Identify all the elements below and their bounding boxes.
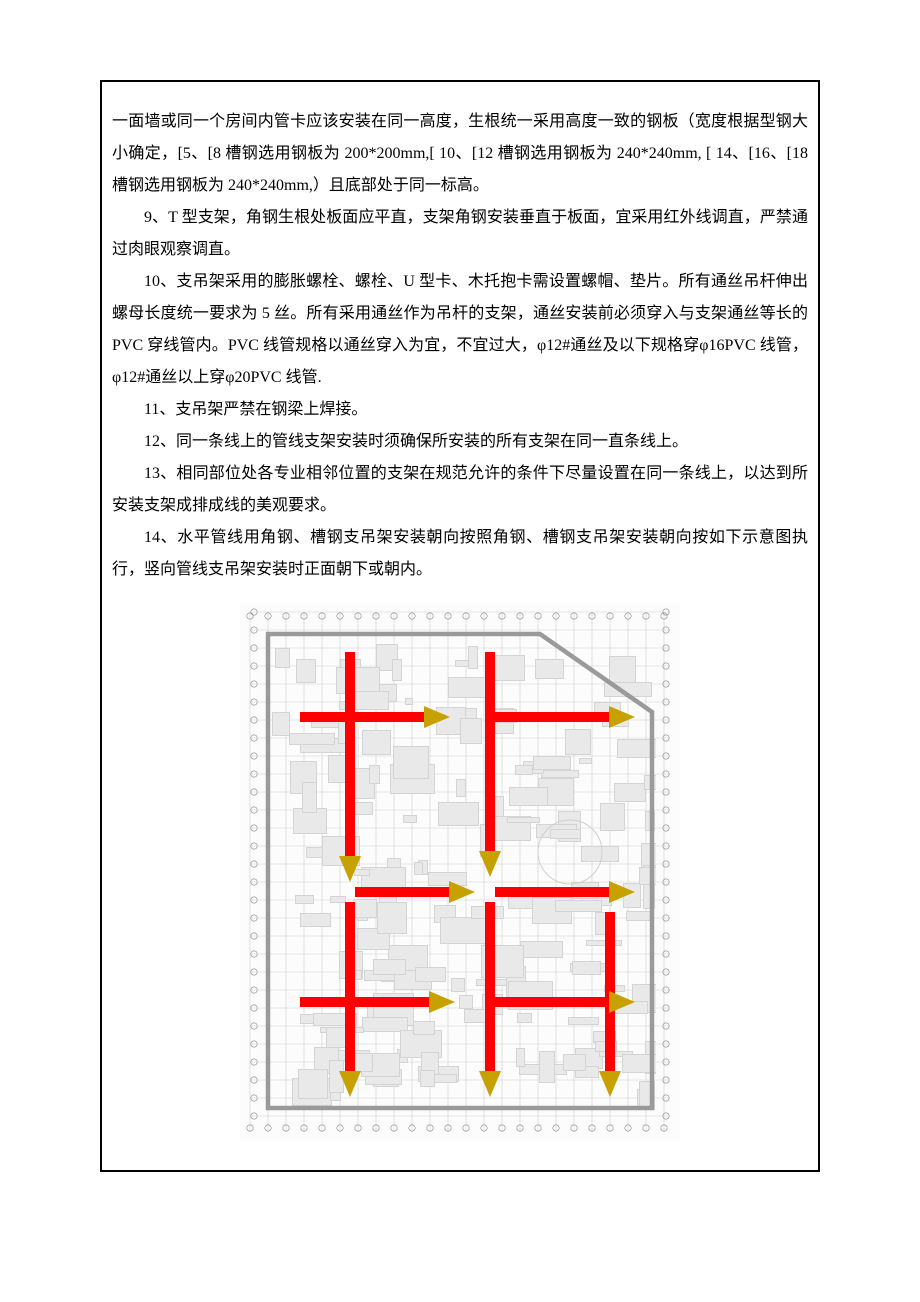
- paragraph-2: 9、T 型支架，角钢生根处板面应平直，支架角钢安装垂直于板面，宜采用红外线调直，…: [112, 202, 808, 266]
- paragraph-7: 14、水平管线用角钢、槽钢支吊架安装朝向按照角钢、槽钢支吊架安装朝向按如下示意图…: [112, 522, 808, 586]
- paragraph-1: 一面墙或同一个房间内管卡应该安装在同一高度，生根统一采用高度一致的钢板（宽度根据…: [112, 106, 808, 202]
- floor-plan-diagram: [240, 602, 680, 1142]
- arrow-layer: [240, 602, 680, 1142]
- paragraph-3: 10、支吊架采用的膨胀螺栓、螺栓、U 型卡、木托抱卡需设置螺帽、垫片。所有通丝吊…: [112, 266, 808, 394]
- paragraph-4: 11、支吊架严禁在钢梁上焊接。: [112, 394, 808, 426]
- paragraph-6: 13、相同部位处各专业相邻位置的支架在规范允许的条件下尽量设置在同一条线上，以达…: [112, 458, 808, 522]
- paragraph-5: 12、同一条线上的管线支架安装时须确保所安装的所有支架在同一直条线上。: [112, 426, 808, 458]
- diagram-container: [112, 602, 808, 1142]
- page-frame: 一面墙或同一个房间内管卡应该安装在同一高度，生根统一采用高度一致的钢板（宽度根据…: [100, 80, 820, 1172]
